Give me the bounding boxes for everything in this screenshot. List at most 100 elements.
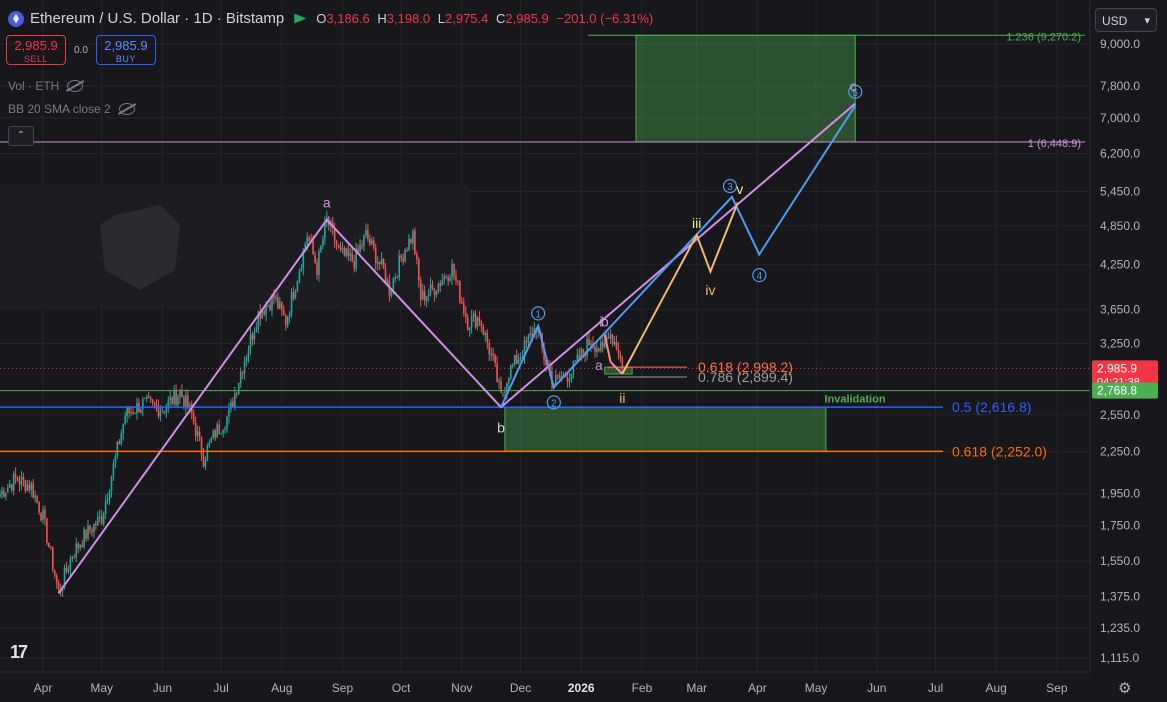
candle-body[interactable]: [38, 501, 40, 513]
candle-body[interactable]: [468, 327, 471, 331]
candle-body[interactable]: [192, 413, 195, 423]
candle-body[interactable]: [578, 354, 581, 360]
candle-body[interactable]: [355, 248, 357, 269]
candle-body[interactable]: [490, 353, 493, 355]
candle-body[interactable]: [298, 271, 301, 282]
candle-body[interactable]: [50, 546, 52, 548]
candle-body[interactable]: [568, 379, 571, 382]
candle-body[interactable]: [239, 372, 242, 383]
candle-body[interactable]: [586, 338, 588, 357]
candle-body[interactable]: [376, 261, 379, 264]
candle-body[interactable]: [202, 455, 205, 467]
candle-body[interactable]: [69, 558, 72, 570]
candle-body[interactable]: [324, 222, 326, 240]
candle-body[interactable]: [136, 402, 138, 414]
candle-body[interactable]: [26, 484, 29, 492]
candle-body[interactable]: [556, 375, 559, 377]
sell-button[interactable]: 2,985.9 SELL: [6, 35, 66, 65]
candle-body[interactable]: [114, 455, 117, 464]
candle-body[interactable]: [93, 523, 95, 533]
candle-body[interactable]: [30, 483, 33, 491]
candle-body[interactable]: [89, 525, 91, 531]
candle-body[interactable]: [457, 280, 459, 282]
candle-body[interactable]: [290, 292, 293, 314]
candle-body[interactable]: [20, 476, 23, 485]
candle-body[interactable]: [32, 483, 35, 498]
candle-body[interactable]: [42, 509, 44, 521]
candle-body[interactable]: [257, 311, 260, 329]
wave-path-primary[interactable]: [500, 105, 857, 408]
candle-body[interactable]: [566, 377, 569, 382]
settings-gear-icon[interactable]: ⚙: [1118, 680, 1132, 697]
candle-body[interactable]: [116, 441, 119, 456]
candle-body[interactable]: [3, 490, 5, 497]
candle-body[interactable]: [431, 284, 434, 289]
candle-body[interactable]: [140, 408, 142, 413]
candle-body[interactable]: [398, 255, 401, 278]
candle-body[interactable]: [472, 313, 475, 317]
candle-body[interactable]: [79, 545, 81, 548]
candle-body[interactable]: [247, 349, 250, 358]
candle-body[interactable]: [380, 259, 383, 265]
candle-body[interactable]: [128, 407, 130, 414]
candle-body[interactable]: [24, 479, 27, 492]
currency-select[interactable]: USD: [1095, 8, 1157, 33]
candle-body[interactable]: [159, 411, 162, 417]
candle-body[interactable]: [53, 570, 56, 576]
candle-body[interactable]: [312, 241, 314, 255]
candle-body[interactable]: [200, 436, 203, 456]
candle-body[interactable]: [519, 357, 522, 360]
candle-body[interactable]: [416, 254, 418, 260]
candle-body[interactable]: [382, 259, 385, 269]
candle-body[interactable]: [226, 416, 228, 429]
candle-body[interactable]: [474, 313, 477, 328]
candle-body[interactable]: [230, 401, 232, 410]
candle-body[interactable]: [142, 398, 144, 409]
candle-body[interactable]: [267, 304, 269, 306]
candle-body[interactable]: [108, 491, 111, 500]
candle-body[interactable]: [351, 253, 354, 262]
time-axis[interactable]: Apr May Jun Jul Aug Sep Oct Nov Dec 2026 Feb Mar Apr…: [34, 681, 1068, 695]
candle-body[interactable]: [386, 280, 389, 284]
candle-body[interactable]: [392, 278, 395, 290]
candle-body[interactable]: [529, 333, 532, 336]
candle-body[interactable]: [130, 412, 132, 414]
candle-body[interactable]: [275, 297, 277, 299]
candle-body[interactable]: [404, 249, 406, 262]
candle-body[interactable]: [273, 295, 275, 299]
candle-body[interactable]: [621, 358, 624, 369]
price-axis[interactable]: 9,000.0 7,800.0 7,000.0 6,200.0 5,450.0 4,850…: [1100, 37, 1140, 665]
candle-body[interactable]: [145, 396, 148, 398]
candle-body[interactable]: [349, 253, 352, 256]
candle-body[interactable]: [570, 374, 573, 380]
candle-body[interactable]: [194, 422, 197, 436]
candle-body[interactable]: [390, 289, 393, 296]
candle-body[interactable]: [196, 431, 199, 436]
candle-body[interactable]: [369, 239, 371, 245]
candle-body[interactable]: [161, 411, 164, 413]
candle-body[interactable]: [359, 245, 361, 252]
candle-body[interactable]: [277, 297, 279, 309]
candle-body[interactable]: [384, 268, 387, 284]
candle-body[interactable]: [435, 291, 438, 296]
candle-body[interactable]: [453, 263, 455, 276]
candle-body[interactable]: [425, 296, 428, 301]
candle-body[interactable]: [10, 484, 13, 491]
candle-body[interactable]: [40, 512, 42, 521]
candle-body[interactable]: [224, 428, 226, 430]
candle-body[interactable]: [594, 345, 596, 352]
candle-body[interactable]: [279, 302, 281, 309]
candle-body[interactable]: [188, 404, 191, 409]
candle-body[interactable]: [14, 474, 17, 478]
candle-body[interactable]: [484, 332, 487, 336]
candle-body[interactable]: [449, 278, 451, 281]
candle-body[interactable]: [531, 333, 534, 338]
candle-body[interactable]: [515, 354, 518, 364]
candle-body[interactable]: [482, 326, 485, 336]
candle-body[interactable]: [104, 501, 107, 514]
candle-body[interactable]: [363, 234, 365, 246]
candle-body[interactable]: [580, 349, 583, 360]
hidden-eye-icon[interactable]: [118, 103, 135, 115]
candle-body[interactable]: [65, 567, 68, 572]
candle-body[interactable]: [543, 347, 545, 361]
